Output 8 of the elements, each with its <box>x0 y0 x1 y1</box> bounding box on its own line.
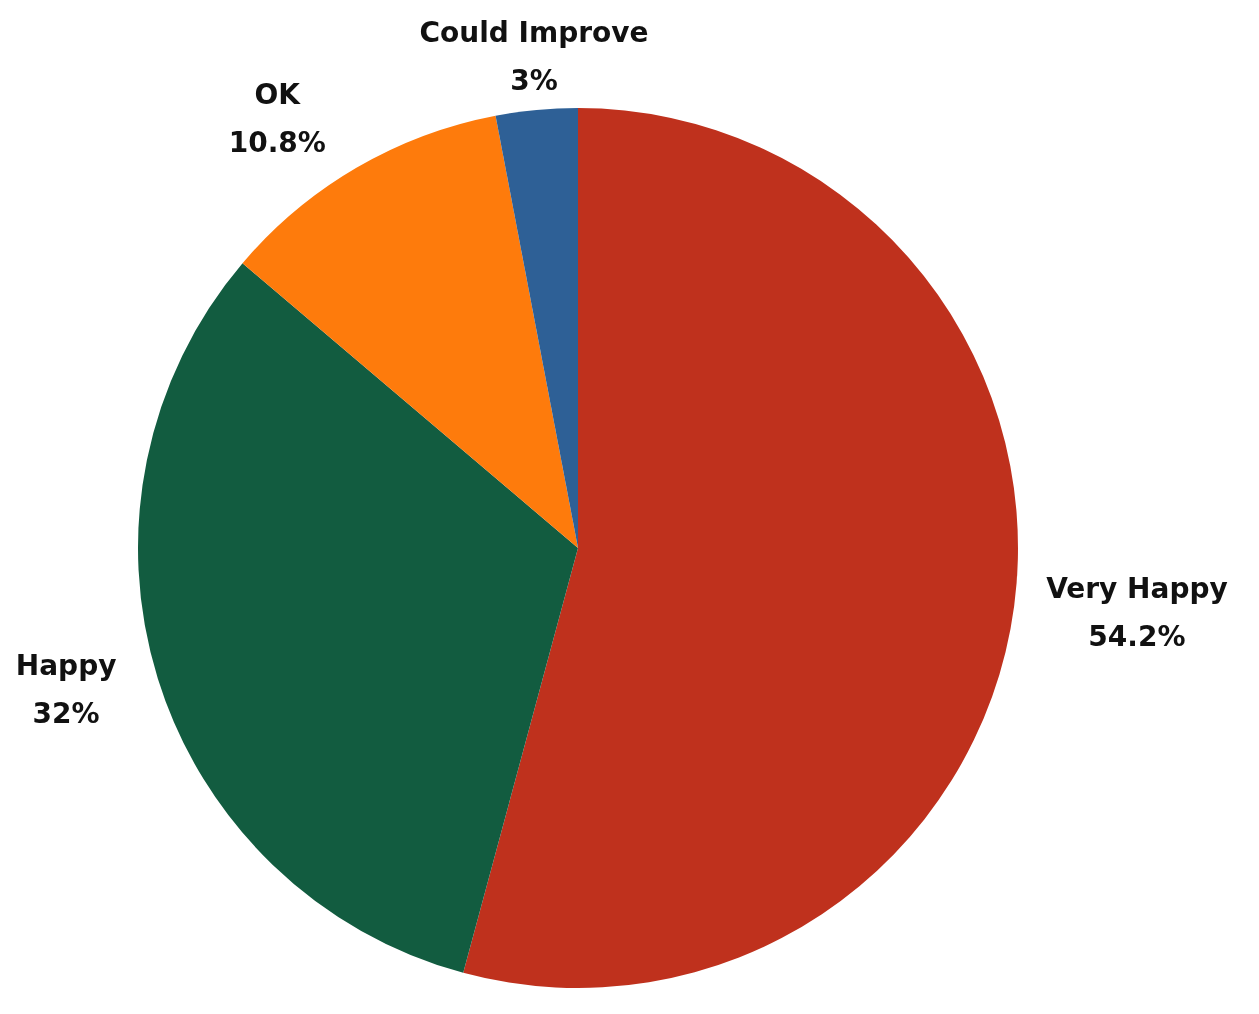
data-label: 3% <box>510 64 558 98</box>
data-label: 54.2% <box>1088 619 1186 653</box>
slice-label: OK <box>254 77 302 111</box>
data-label: 10.8% <box>228 125 326 159</box>
slice-label: Very Happy <box>1046 571 1228 605</box>
data-label: 32% <box>32 697 100 731</box>
slice-label: Happy <box>15 649 117 683</box>
slice-label: Could Improve <box>419 16 649 50</box>
